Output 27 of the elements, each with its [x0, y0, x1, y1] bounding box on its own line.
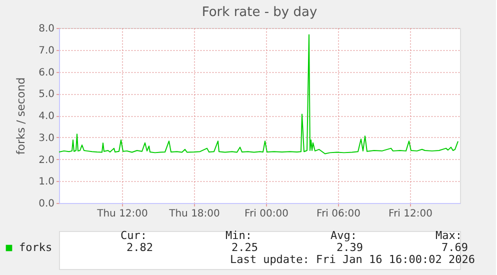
y-tick-label: 0.0 [38, 198, 54, 210]
y-tick-label: 1.0 [38, 176, 54, 188]
text: 2.39 [336, 241, 363, 254]
y-tick-label: 5.0 [38, 89, 54, 100]
line-series [59, 34, 458, 154]
y-tick-label: 2.0 [38, 154, 54, 166]
text: 2.25 [232, 241, 258, 254]
legend-label: forks [19, 241, 52, 254]
x-tick-label: Fri 00:00 [244, 208, 288, 220]
text: Avg: [330, 229, 357, 242]
text: Cur: [120, 229, 147, 242]
text: Min: [226, 229, 252, 242]
y-tick-label: 3.0 [38, 132, 54, 144]
x-tick-label: Fri 06:00 [316, 208, 360, 220]
y-tick-label: 4.0 [38, 111, 54, 122]
y-tick-label: 7.0 [38, 45, 54, 56]
chart-title: Fork rate - by day [202, 5, 318, 20]
x-tick-label: Thu 18:00 [168, 208, 220, 220]
x-tick-label: Fri 12:00 [388, 208, 432, 220]
text: 7.69 [442, 241, 468, 254]
text: Max: [436, 229, 462, 242]
x-tick-label: Thu 12:00 [96, 208, 148, 220]
y-axis-title: forks / second [14, 77, 28, 155]
text: 2.82 [126, 241, 153, 254]
y-tick-label: 6.0 [38, 67, 54, 78]
text: Last update: Fri Jan 16 16:00:02 2026 [230, 253, 475, 266]
y-tick-label: 8.0 [38, 24, 54, 34]
